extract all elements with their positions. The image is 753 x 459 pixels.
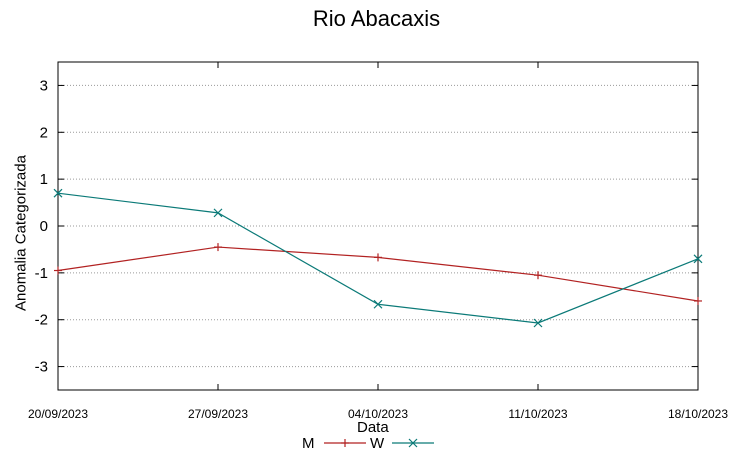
grid-layer (58, 84, 698, 368)
legend-marker-m (341, 439, 349, 447)
y-tick-label: -1 (35, 265, 48, 282)
marker-stroke (533, 318, 543, 328)
y-axis-label: Anomalia Categorizada (12, 155, 30, 311)
y-tick-label: -3 (35, 359, 48, 376)
marker-stroke (373, 299, 383, 309)
chart-title: Rio Abacaxis (312, 6, 441, 31)
point-w (533, 318, 543, 328)
point-w (213, 208, 223, 218)
marker-stroke (693, 254, 703, 264)
y-tick-label: 1 (40, 171, 48, 188)
point-w (53, 188, 63, 198)
ticks-layer: 3 2 1 0 -1 -2 -3 20/09/2023 27/09/2023 04/10/2023… (28, 62, 728, 421)
point-m (374, 253, 382, 262)
point-m (54, 266, 62, 275)
marker-stroke (53, 188, 63, 198)
y-tick-label: 3 (40, 77, 48, 94)
marker-stroke (408, 438, 418, 448)
y-tick-label: 2 (40, 124, 48, 141)
x-axis-label: Data (357, 419, 389, 436)
x-tick-label: 18/10/2023 (668, 407, 728, 421)
series-layer (53, 188, 703, 328)
x-tick-label: 04/10/2023 (348, 407, 408, 421)
x-tick-label: 27/09/2023 (188, 407, 248, 421)
point-w (373, 299, 383, 309)
x-tick-label: 20/09/2023 (28, 407, 88, 421)
y-tick-label: 0 (40, 218, 48, 235)
point-m (534, 271, 542, 280)
point-m (694, 296, 702, 305)
point-w (693, 254, 703, 264)
legend-label: M (302, 435, 315, 452)
legend-marker-w (408, 438, 418, 448)
marker-stroke (213, 208, 223, 218)
x-tick-label: 11/10/2023 (508, 407, 567, 421)
point-m (214, 243, 222, 252)
legend-label: W (370, 435, 385, 452)
y-tick-label: -2 (35, 312, 48, 329)
